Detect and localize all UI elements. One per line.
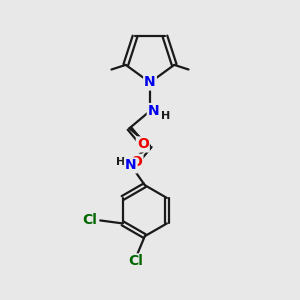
Text: N: N <box>148 104 159 118</box>
Text: O: O <box>130 155 142 169</box>
Text: N: N <box>144 76 156 89</box>
Text: H: H <box>161 110 170 121</box>
Text: Cl: Cl <box>128 254 143 268</box>
Text: N: N <box>125 158 136 172</box>
Text: H: H <box>116 157 125 166</box>
Text: O: O <box>137 137 149 152</box>
Text: Cl: Cl <box>82 213 97 227</box>
